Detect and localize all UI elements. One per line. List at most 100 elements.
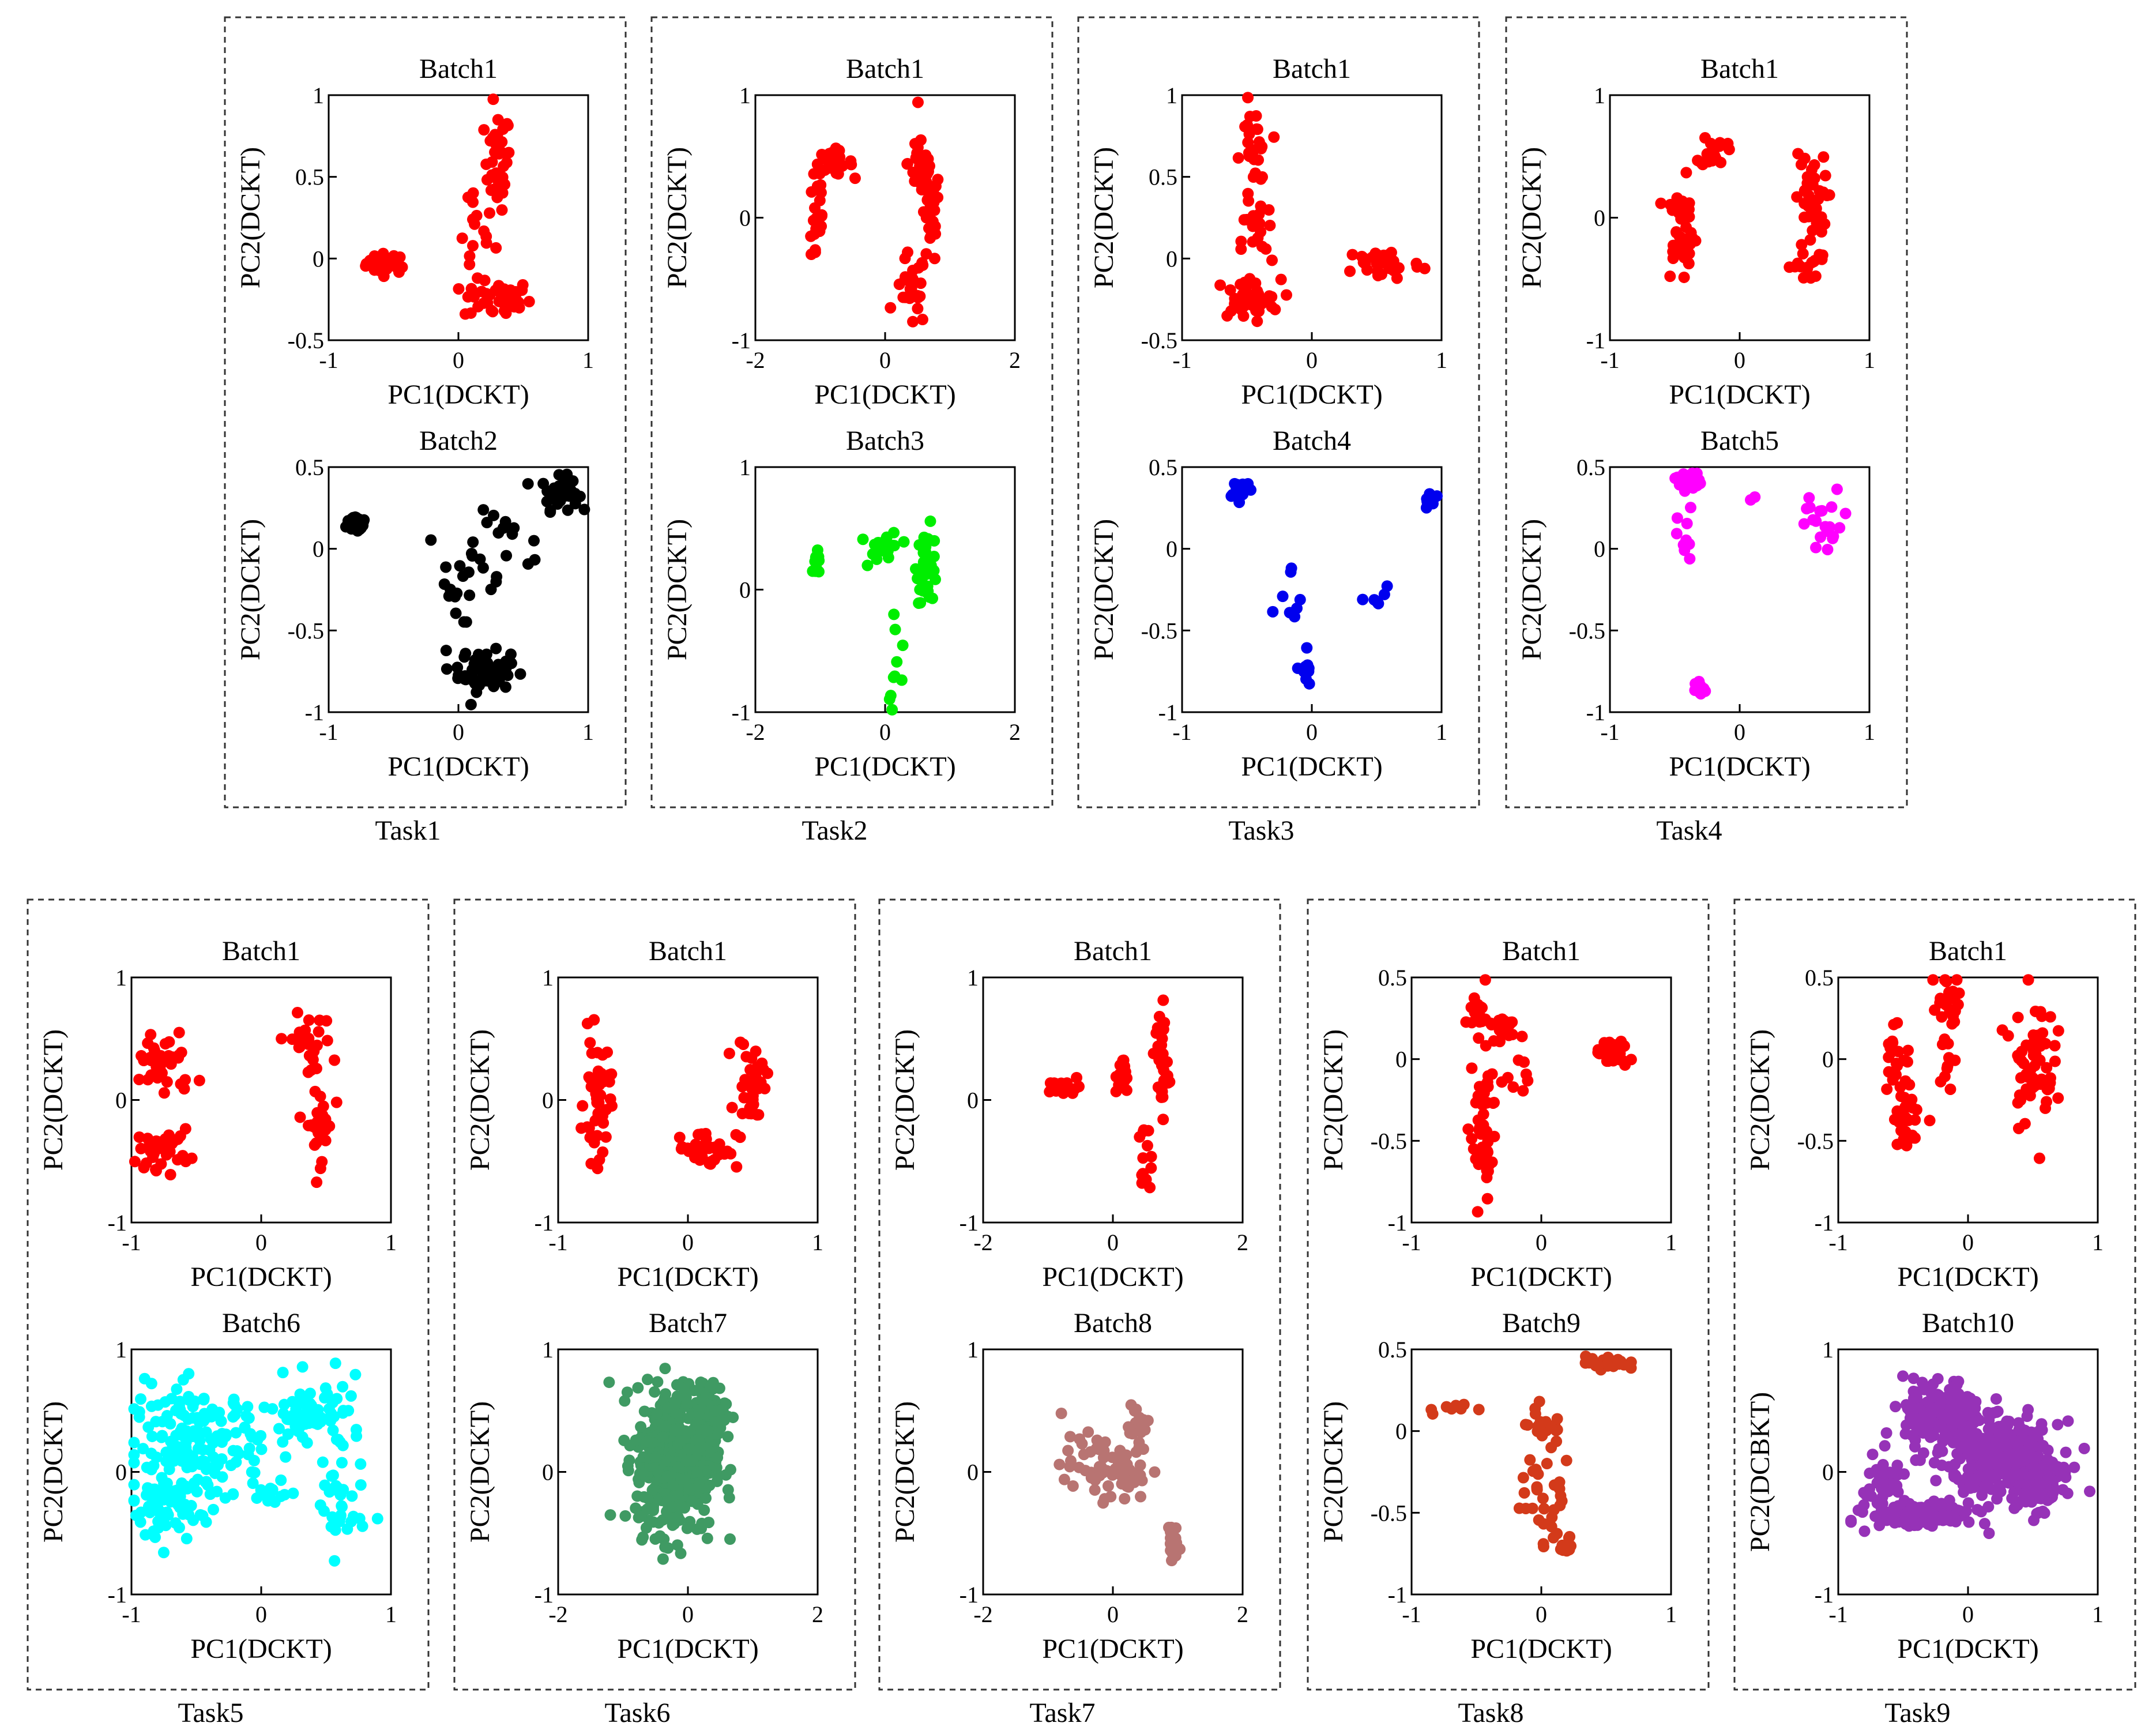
task1-batch1-panel-point	[396, 261, 408, 273]
task3-batch1-panel-ytick-label: -0.5	[1141, 328, 1177, 353]
task4-batch1-panel-ytick-label: 1	[1594, 82, 1605, 108]
task1-batch1-panel-point	[467, 240, 479, 252]
task1-batch2-panel-point	[440, 561, 452, 573]
task5-batch6-panel-point	[208, 1451, 220, 1463]
task9-batch10-panel-point	[1892, 1486, 1904, 1498]
task6-batch1-panel-title: Batch1	[649, 936, 727, 966]
task2-batch3-panel-points	[807, 515, 941, 716]
task2-batch3-panel-point	[917, 547, 930, 559]
task7-batch8-panel-ytick-label: -1	[960, 1582, 979, 1608]
task1-batch2-panel-point	[529, 554, 541, 566]
task7-batch1-panel-point	[1137, 1152, 1149, 1164]
task8-batch1-panel-point	[1486, 1156, 1498, 1168]
task5-batch1-panel-point	[135, 1142, 147, 1154]
task6-batch7-panel: Batch7 -2 0 2 -1 0 1 PC1(DCKT) PC2(DCKT)	[465, 1308, 823, 1664]
task6-batch1-panel-point	[589, 1115, 601, 1127]
task9-batch1-panel-point	[2012, 1122, 2025, 1134]
task8-batch1-panel-point	[1522, 1075, 1534, 1087]
task9-batch10-panel-point	[1952, 1504, 1964, 1516]
task5-batch6-panel-point	[157, 1547, 170, 1559]
task6-batch1-panel-point	[584, 1131, 596, 1144]
task5-batch6-panel-point	[150, 1416, 162, 1428]
task6-batch7-panel-point	[722, 1431, 734, 1443]
task5-batch1-panel-point	[316, 1156, 328, 1168]
task7-batch1-panel-point	[1156, 1059, 1168, 1071]
task9-batch1-panel-point	[2040, 1037, 2052, 1050]
task6-batch7-panel-point	[654, 1530, 666, 1542]
task9-batch10-panel-xtick-label: 1	[2092, 1601, 2104, 1627]
task2-batch1-panel-xtick-label: 2	[1009, 347, 1021, 373]
task3-batch1-panel-point	[1247, 236, 1259, 248]
task9-batch10-panel-point	[1982, 1423, 1995, 1435]
task5-batch6-panel-point	[185, 1500, 197, 1512]
task9-batch10-panel-point	[1959, 1406, 1971, 1419]
task2-batch1-panel-point	[810, 212, 822, 224]
task3-batch1-panel-point	[1251, 315, 1263, 328]
task5-batch1-panel-point	[309, 1085, 321, 1097]
task8-batch9-panel-point	[1522, 1419, 1534, 1431]
task3-batch1-panel-point	[1357, 252, 1369, 264]
task4-batch1-panel-point	[1809, 270, 1822, 282]
task4-batch5-panel-point	[1679, 485, 1691, 497]
task3-batch1-panel-point	[1268, 131, 1280, 143]
task5-batch6-panel-point	[356, 1520, 368, 1532]
task7-batch1-panel: Batch1 -2 0 2 -1 0 1 PC1(DCKT) PC2(DCKT)	[890, 936, 1248, 1292]
task9-batch10-panel-point	[1932, 1389, 1944, 1401]
task4-batch1-panel-point	[1655, 197, 1667, 209]
task1-batch2-panel-point	[450, 607, 462, 619]
task5-batch6-panel-point	[227, 1411, 239, 1423]
task9-batch10-panel-point	[1990, 1393, 2002, 1405]
task8-batch9-panel-point	[1533, 1396, 1545, 1408]
task5-batch6-panel-point	[299, 1418, 311, 1430]
task3-batch1-panel-point	[1250, 304, 1262, 317]
task6-batch1-panel-point	[721, 1145, 733, 1157]
task3-batch4-panel-xlabel: PC1(DCKT)	[1241, 751, 1382, 782]
task9-batch10-panel-point	[1976, 1489, 1988, 1501]
task2-batch3-panel-point	[918, 531, 930, 543]
task6-batch1-panel-points	[575, 1014, 774, 1175]
task2-batch3-panel-point	[882, 552, 894, 564]
task4-batch1-panel-point	[1678, 271, 1690, 283]
task3-batch1-panel-title: Batch1	[1273, 54, 1351, 84]
task6-batch7-panel-title: Batch7	[649, 1308, 727, 1338]
task5-batch6-panel-points	[128, 1357, 383, 1567]
task2-batch1-panel-point	[927, 194, 939, 206]
task1-batch2-panel-xtick-label: 0	[453, 719, 464, 745]
task6-batch1-panel-point	[723, 1047, 735, 1059]
task2-batch1-panel-point	[809, 246, 821, 258]
task6-batch7-panel-point	[672, 1461, 684, 1473]
task7-batch1-panel-point	[1137, 1125, 1149, 1137]
task3-batch1-panel-point	[1242, 92, 1254, 104]
task6-batch1-panel-point	[575, 1122, 588, 1134]
task2-batch3-panel-point	[888, 540, 900, 552]
task9-batch10-panel-point	[2016, 1454, 2029, 1466]
task3-batch1-panel-point	[1214, 279, 1226, 291]
task5-batch1-panel-title: Batch1	[222, 936, 300, 966]
task1-batch1-panel-point	[487, 171, 499, 183]
task9-batch10-panel-point	[1988, 1407, 2000, 1419]
task3-batch4-panel-xtick-label: 0	[1306, 719, 1318, 745]
task5-batch1-panel-point	[302, 1038, 314, 1050]
task5-batch6-panel-point	[198, 1393, 210, 1405]
task6-batch1-panel: Batch1 -1 0 1 -1 0 1 PC1(DCKT) PC2(DCKT)	[465, 936, 823, 1292]
task5-batch1-panel-point	[311, 1107, 323, 1119]
task5-batch1-panel-points	[129, 1007, 343, 1188]
task5-batch6-panel-point	[134, 1516, 146, 1528]
task3-batch1-panel-point	[1247, 220, 1259, 232]
task8-batch9-panel-xlabel: PC1(DCKT)	[1470, 1634, 1612, 1664]
task9-batch10-panel-point	[2061, 1487, 2074, 1499]
task5-batch6-panel-point	[209, 1467, 221, 1479]
task4-batch1-panel-axes-box	[1609, 94, 1871, 341]
task6-batch1-panel-point	[588, 1014, 600, 1026]
task5-batch6-panel-point	[159, 1396, 171, 1408]
task5-batch6-panel-point	[242, 1449, 254, 1461]
task5-batch6-panel-xlabel: PC1(DCKT)	[190, 1634, 332, 1664]
task2-batch1-panel-point	[904, 283, 916, 295]
task8-batch9-panel-point	[1537, 1492, 1549, 1504]
task5-batch6-panel-point	[180, 1446, 193, 1458]
task1-batch1-panel-point	[370, 261, 382, 273]
task7-batch1-panel-point	[1145, 1162, 1157, 1174]
task9-batch10-panel-point	[1997, 1433, 2009, 1445]
task9-batch1-panel-point	[2012, 1011, 2024, 1024]
task6-batch1-panel-point	[751, 1061, 763, 1073]
